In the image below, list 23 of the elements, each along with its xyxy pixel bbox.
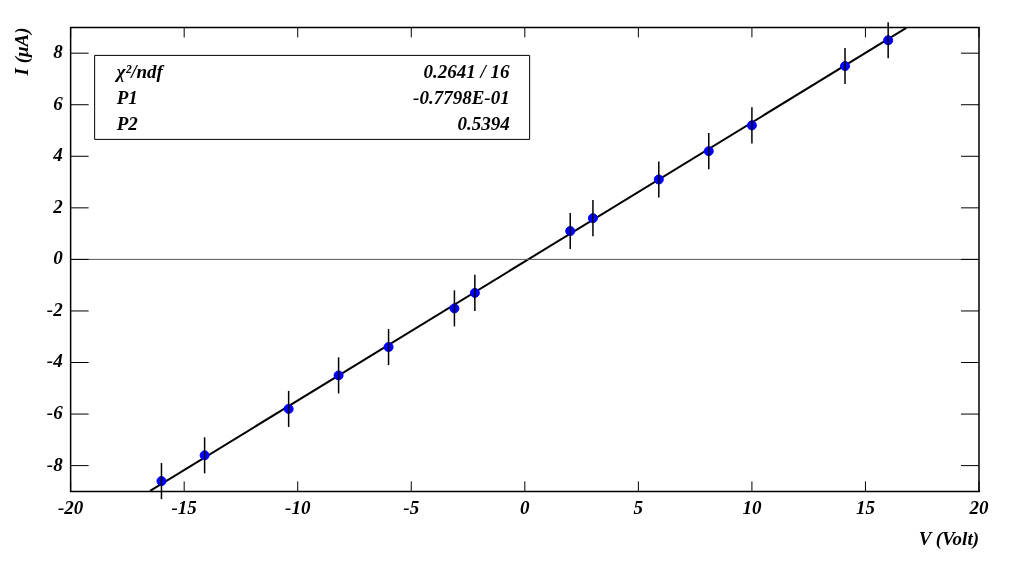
x-tick-label: -20 [57, 496, 84, 518]
text: P2 0.5394 [116, 113, 510, 135]
x-tick-label: 0 [520, 496, 531, 518]
x-tick-label: 10 [742, 496, 762, 518]
y-tick-label: 0 [53, 247, 64, 269]
y-tick-label: 8 [53, 41, 64, 63]
y-tick-label: 2 [52, 195, 64, 217]
y-tick-label: 4 [52, 144, 63, 166]
x-tick-label: -10 [285, 496, 311, 518]
y-axis-title: I (μA) [11, 27, 34, 77]
x-tick-label: 15 [855, 496, 876, 518]
y-tick-label: -6 [46, 401, 64, 423]
x-tick-label: 20 [968, 496, 989, 518]
y-tick-label: -2 [46, 298, 64, 320]
text: P1 -0.7798E-01 [116, 87, 510, 109]
text: χ²/ndf 0.2641 / 16 [116, 61, 510, 83]
x-tick-label: -15 [171, 496, 198, 518]
x-tick-label: 5 [633, 496, 644, 518]
y-tick-label: 6 [53, 92, 64, 114]
x-axis-title: V (Volt) [918, 527, 979, 550]
y-tick-label: -8 [46, 453, 64, 475]
x-tick-label: -5 [403, 496, 420, 518]
y-tick-label: -4 [46, 350, 63, 372]
